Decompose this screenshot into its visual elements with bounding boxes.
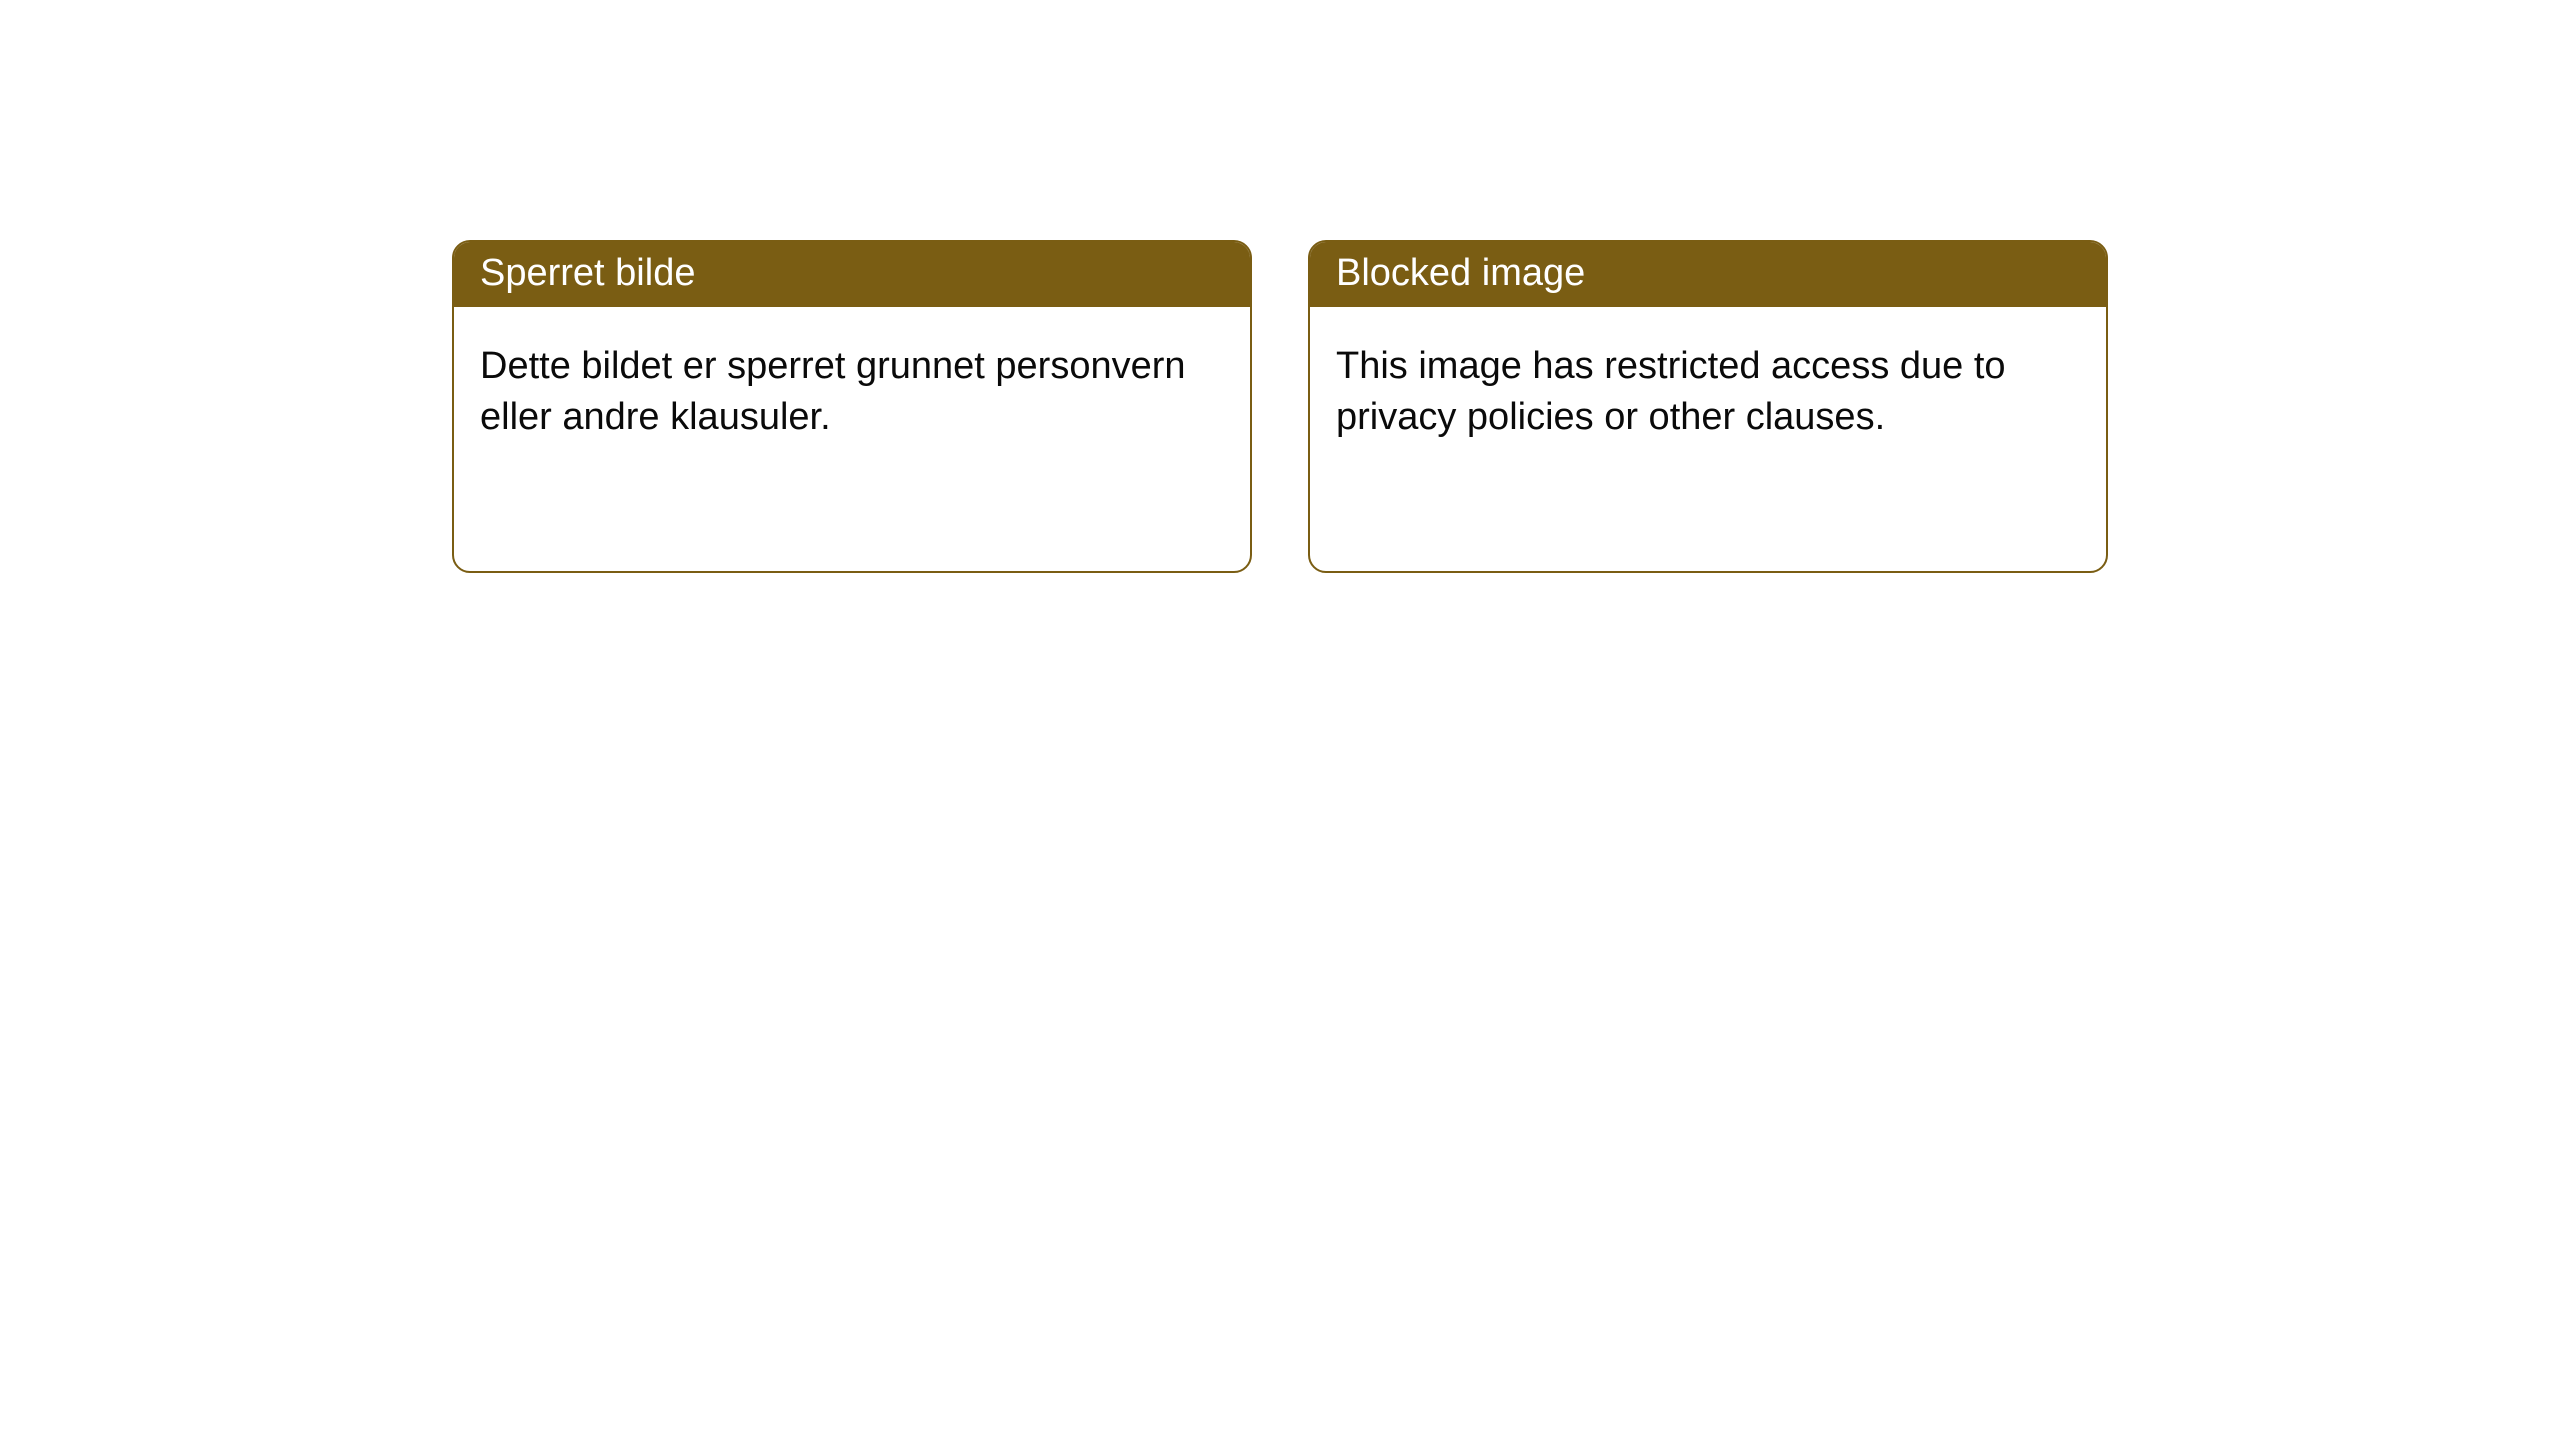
notice-card-norwegian: Sperret bilde Dette bildet er sperret gr…	[452, 240, 1252, 573]
notice-card-body: Dette bildet er sperret grunnet personve…	[454, 307, 1250, 478]
notice-card-english: Blocked image This image has restricted …	[1308, 240, 2108, 573]
notice-card-title: Sperret bilde	[454, 242, 1250, 307]
notice-container: Sperret bilde Dette bildet er sperret gr…	[0, 0, 2560, 573]
notice-card-title: Blocked image	[1310, 242, 2106, 307]
notice-card-body: This image has restricted access due to …	[1310, 307, 2106, 478]
